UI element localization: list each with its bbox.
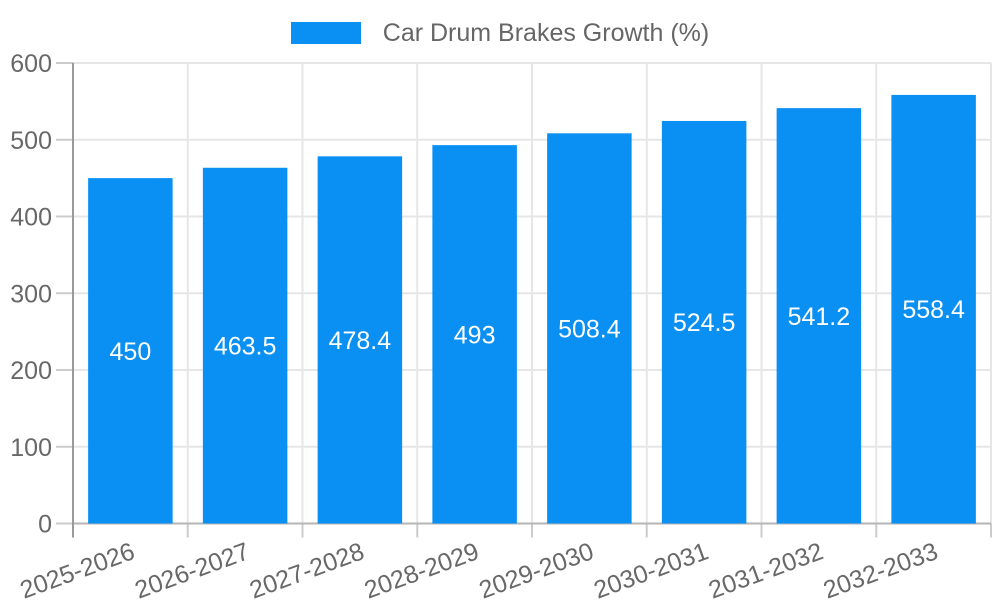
legend[interactable]: Car Drum Brakes Growth (%) — [0, 18, 1000, 48]
legend-label: Car Drum Brakes Growth (%) — [382, 18, 710, 47]
x-axis-tick-label: 2028-2029 — [361, 537, 483, 600]
x-axis-tick-label: 2027-2028 — [246, 537, 368, 600]
bar — [432, 145, 517, 524]
x-axis-tick-label: 2026-2027 — [131, 537, 253, 600]
bar-value-label: 541.2 — [788, 303, 851, 331]
bar-value-label: 524.5 — [673, 309, 736, 337]
y-axis-tick-label: 0 — [38, 511, 52, 539]
bar-value-label: 558.4 — [902, 296, 965, 324]
x-axis-tick-label: 2030-2031 — [590, 537, 712, 600]
x-axis-tick-label: 2032-2033 — [820, 537, 942, 600]
legend-swatch — [290, 22, 361, 44]
y-axis-tick-label: 100 — [10, 434, 52, 462]
bar — [661, 120, 747, 524]
x-axis-tick-label: 2031-2032 — [705, 537, 827, 600]
y-axis-tick-label: 300 — [10, 280, 52, 308]
y-axis-tick-label: 200 — [10, 357, 52, 385]
x-axis-tick-label: 2025-2026 — [16, 537, 138, 600]
bar — [88, 178, 173, 524]
bar-value-label: 450 — [110, 338, 152, 366]
bar — [776, 108, 862, 524]
bar — [202, 167, 288, 524]
bar-value-label: 463.5 — [214, 333, 277, 361]
bar — [547, 133, 632, 524]
bar-value-label: 478.4 — [329, 327, 392, 355]
y-axis-tick-label: 400 — [10, 204, 52, 232]
y-axis-tick-label: 500 — [10, 127, 52, 155]
bar — [317, 156, 403, 524]
bar-value-label: 493 — [454, 321, 496, 349]
bar-value-label: 508.4 — [558, 315, 621, 343]
y-axis-tick-label: 600 — [10, 50, 52, 78]
bar — [891, 94, 976, 524]
x-axis-tick-label: 2029-2030 — [475, 537, 597, 600]
